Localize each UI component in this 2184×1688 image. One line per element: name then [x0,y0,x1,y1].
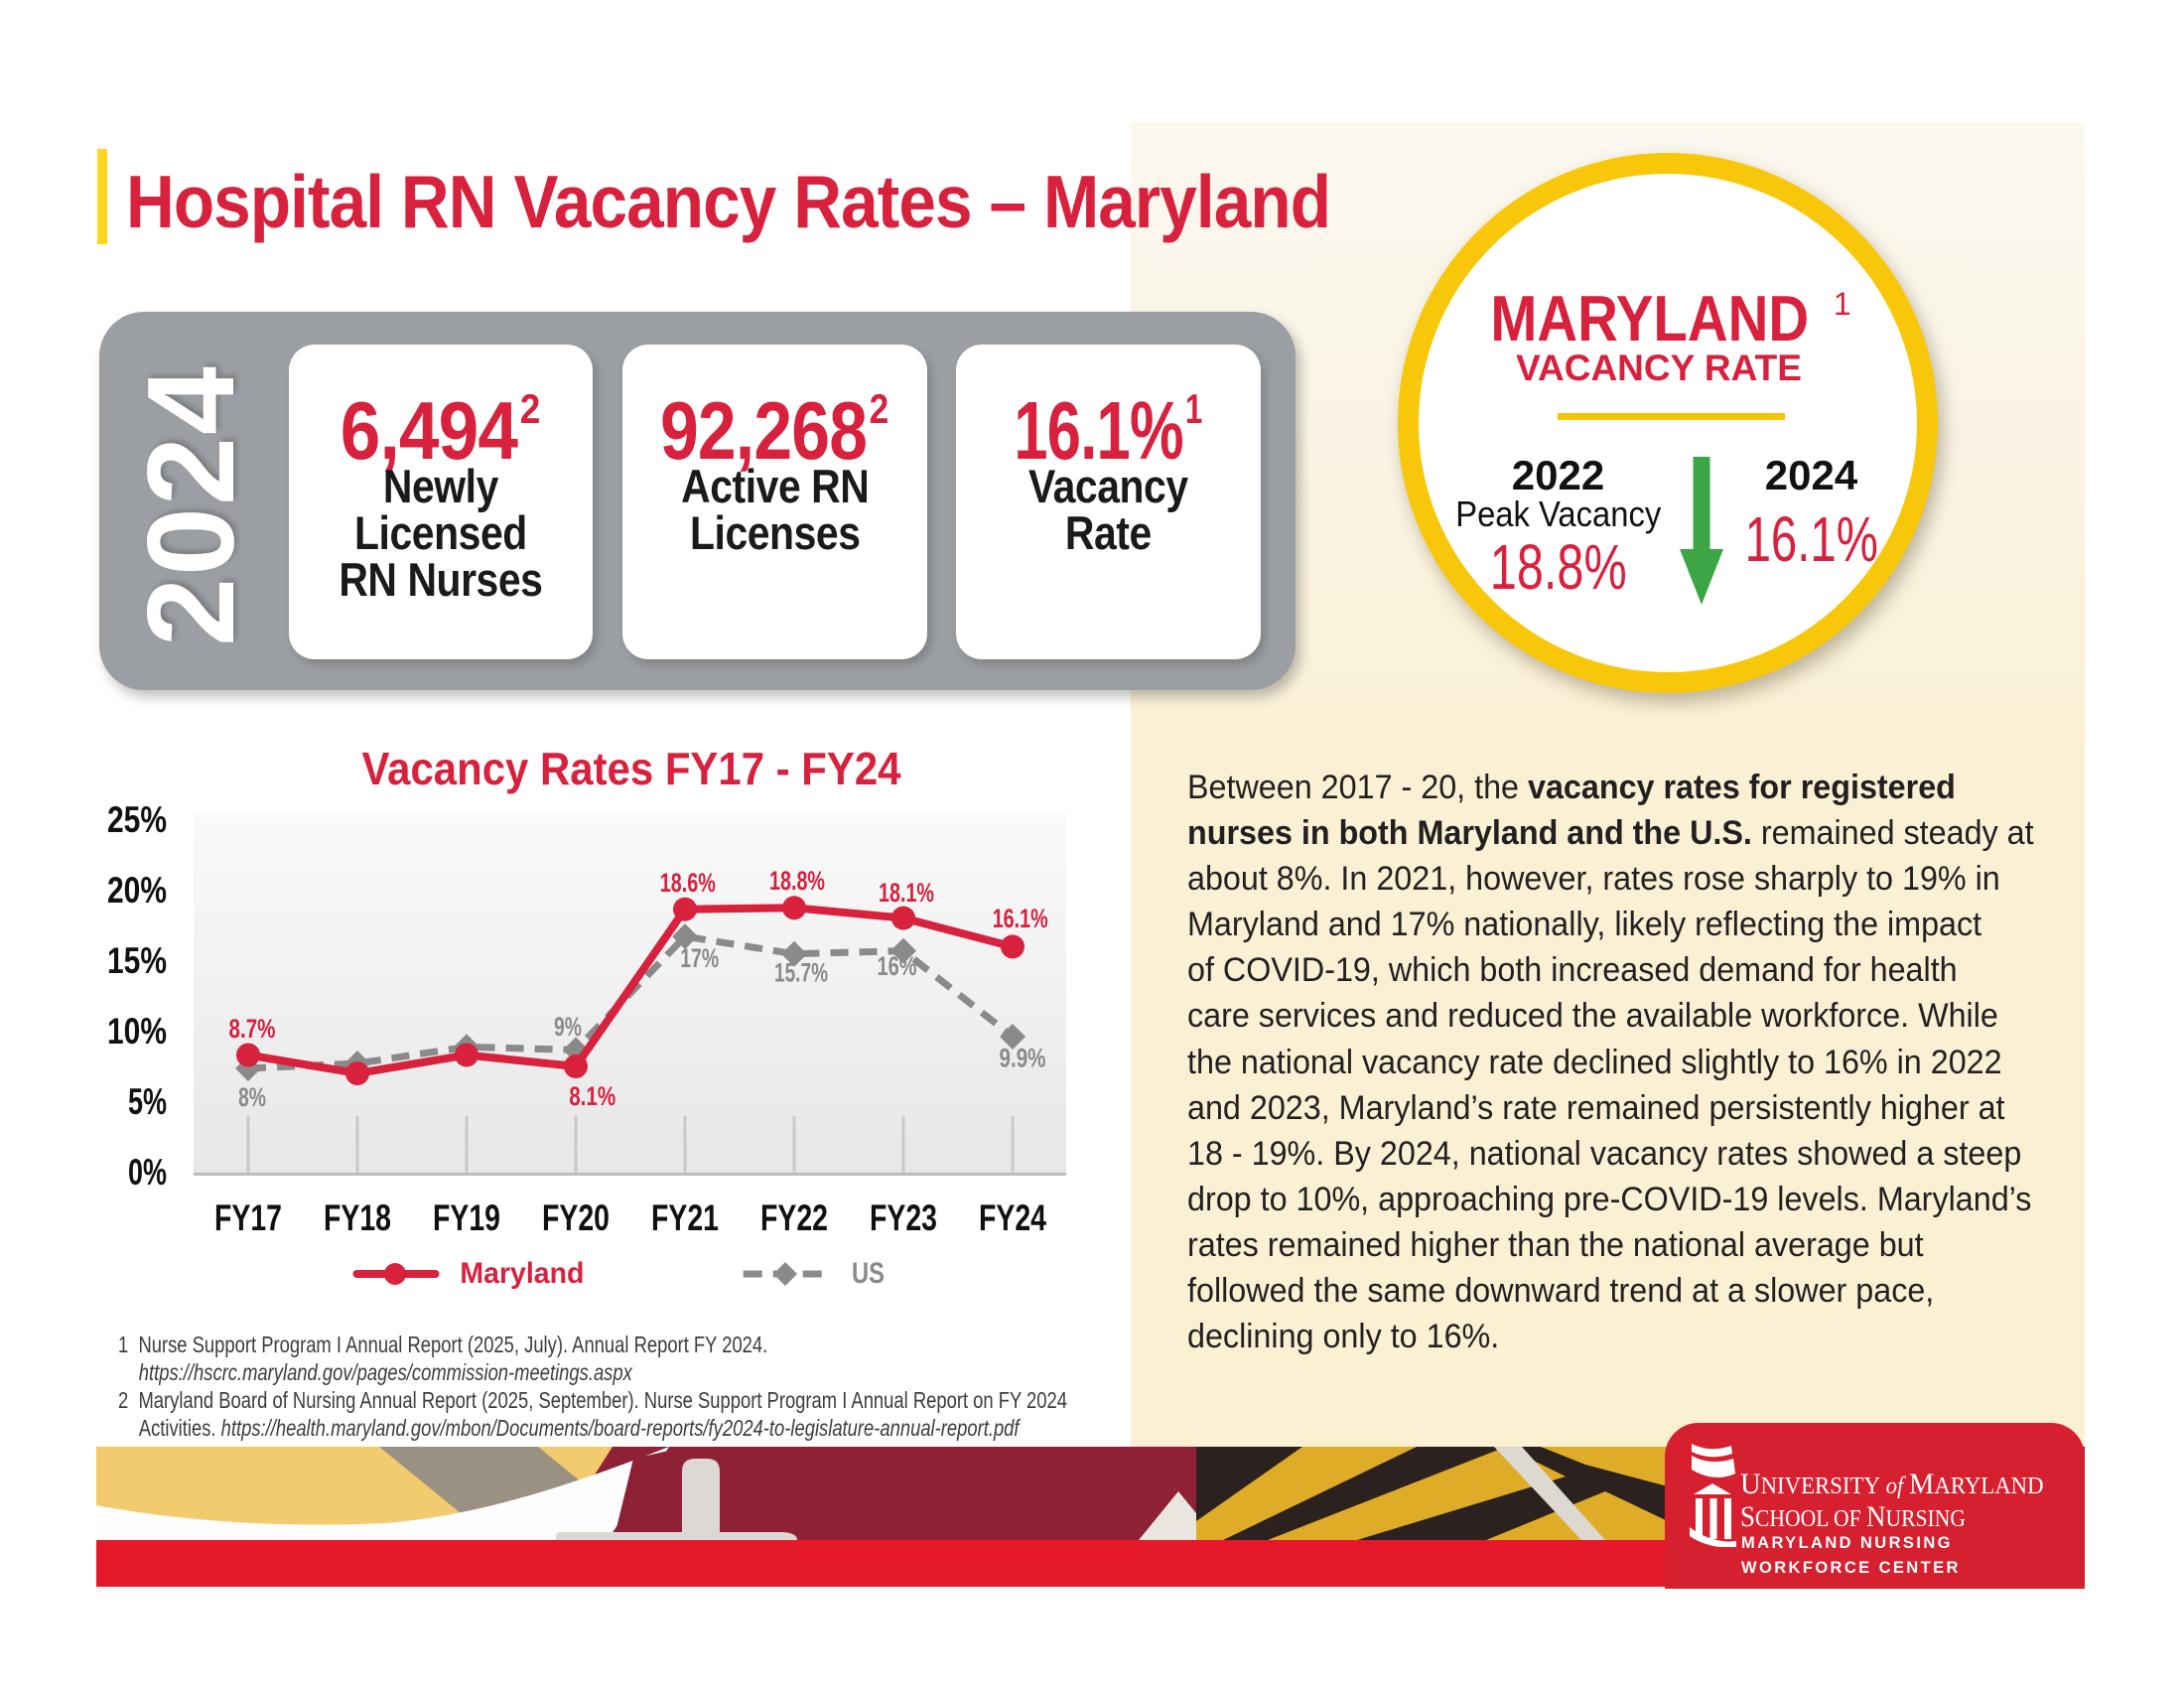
svg-text:Maryland: Maryland [460,1257,584,1290]
svg-text:15.7%: 15.7% [774,958,828,988]
svg-text:18.8%: 18.8% [769,866,825,896]
svg-text:FY22: FY22 [760,1197,828,1238]
svg-text:18.6%: 18.6% [660,868,716,898]
svg-text:25%: 25% [107,799,167,840]
svg-text:9%: 9% [554,1012,582,1042]
svg-text:Vacancy Rates FY17 - FY24: Vacancy Rates FY17 - FY24 [362,743,901,794]
svg-text:15%: 15% [107,940,167,981]
svg-text:8%: 8% [238,1082,266,1112]
svg-text:20%: 20% [107,870,167,911]
svg-text:18.1%: 18.1% [879,878,934,908]
svg-text:US: US [852,1257,885,1290]
svg-text:FY20: FY20 [542,1197,610,1238]
svg-text:8.7%: 8.7% [229,1014,276,1044]
svg-text:FY19: FY19 [433,1197,500,1238]
svg-text:FY24: FY24 [979,1197,1046,1238]
svg-text:16.1%: 16.1% [993,904,1048,933]
svg-text:8.1%: 8.1% [569,1081,615,1111]
svg-text:FY23: FY23 [870,1197,937,1238]
svg-text:FY17: FY17 [214,1197,282,1238]
svg-text:0%: 0% [128,1152,167,1193]
svg-text:16%: 16% [878,951,917,981]
svg-text:10%: 10% [107,1011,167,1052]
svg-text:5%: 5% [128,1081,167,1122]
svg-text:9.9%: 9.9% [1000,1044,1046,1073]
svg-text:FY21: FY21 [651,1197,719,1238]
svg-text:FY18: FY18 [324,1197,391,1238]
svg-text:17%: 17% [680,943,719,973]
